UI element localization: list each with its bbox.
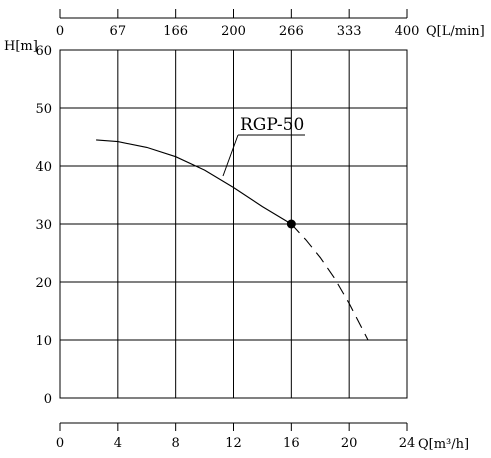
y-tick-label: 0: [44, 392, 52, 407]
top-axis-tick-label: 200: [221, 24, 246, 39]
bottom-axis-tick-label: 4: [114, 436, 122, 451]
bottom-axis-tick-label: 20: [341, 436, 358, 451]
y-tick-label: 50: [35, 102, 52, 117]
rated-point-marker: [286, 219, 296, 229]
bottom-axis-tick-label: 12: [225, 436, 242, 451]
y-tick-label: 20: [35, 276, 52, 291]
top-axis-unit-label: Q[L/min]: [426, 24, 485, 39]
series-line-rgp-50-extended: [290, 223, 369, 341]
top-axis-tick-label: 0: [56, 24, 64, 39]
top-axis-tick-label: 333: [337, 24, 362, 39]
chart-series: [96, 134, 369, 341]
series-label-rgp-50: RGP-50: [240, 115, 304, 135]
series-line-rgp-50: [96, 139, 292, 225]
top-axis-tick-label: 266: [279, 24, 304, 39]
bottom-axis-tick-label: 0: [56, 436, 64, 451]
y-tick-label: 60: [35, 44, 52, 59]
bottom-axis-tick-label: 16: [283, 436, 300, 451]
top-axis-tick-label: 67: [110, 24, 127, 39]
bottom-axis-tick-label: 8: [172, 436, 180, 451]
top-flow-axis: 0 67 166 200 266 333 400: [56, 9, 420, 39]
bottom-axis-tick-label: 24: [399, 436, 416, 451]
top-axis-tick-label: 400: [395, 24, 420, 39]
y-tick-label: 30: [35, 218, 52, 233]
bottom-flow-axis: 0 4 8 12 16 20 24: [56, 422, 416, 451]
y-tick-label: 40: [35, 160, 52, 175]
y-axis-unit-label: H[m]: [4, 39, 38, 54]
bottom-axis-unit-label: Q[m³/h]: [418, 437, 469, 452]
head-axis: 0 10 20 30 40 50 60: [35, 44, 52, 407]
y-tick-label: 10: [35, 334, 52, 349]
top-axis-tick-label: 166: [163, 24, 188, 39]
chart-grid: [59, 49, 408, 399]
series-label-leader: [222, 134, 239, 177]
